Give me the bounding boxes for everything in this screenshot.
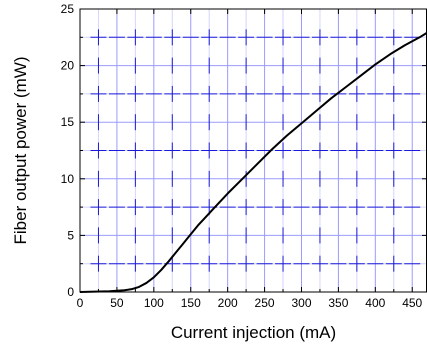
y-tick-label: 10 [61, 172, 75, 186]
series-layer [79, 31, 427, 293]
y-tick-label: 5 [67, 228, 74, 242]
y-axis-title: Fiber output power (mW) [11, 57, 30, 245]
x-tick-label: 150 [181, 296, 201, 310]
axes: 0 50 100 150 200 250 300 350 400 450 0 5 10 15 20 25 [61, 2, 427, 310]
series-line [79, 31, 427, 293]
x-tick-label: 100 [144, 296, 164, 310]
x-tick-label: 50 [110, 296, 124, 310]
y-tick-label: 20 [61, 59, 75, 73]
x-tick-label: 400 [365, 296, 385, 310]
x-tick-label: 200 [218, 296, 238, 310]
x-tick-label: 250 [255, 296, 275, 310]
y-tick-label: 15 [61, 115, 75, 129]
y-tick-label: 0 [67, 285, 74, 299]
x-tick-label: 0 [77, 296, 84, 310]
x-tick-label: 300 [291, 296, 311, 310]
x-tick-label: 350 [328, 296, 348, 310]
grid [80, 9, 427, 292]
x-axis-title: Current injection (mA) [171, 323, 336, 342]
y-tick-label: 25 [61, 2, 75, 16]
x-tick-label: 450 [402, 296, 422, 310]
